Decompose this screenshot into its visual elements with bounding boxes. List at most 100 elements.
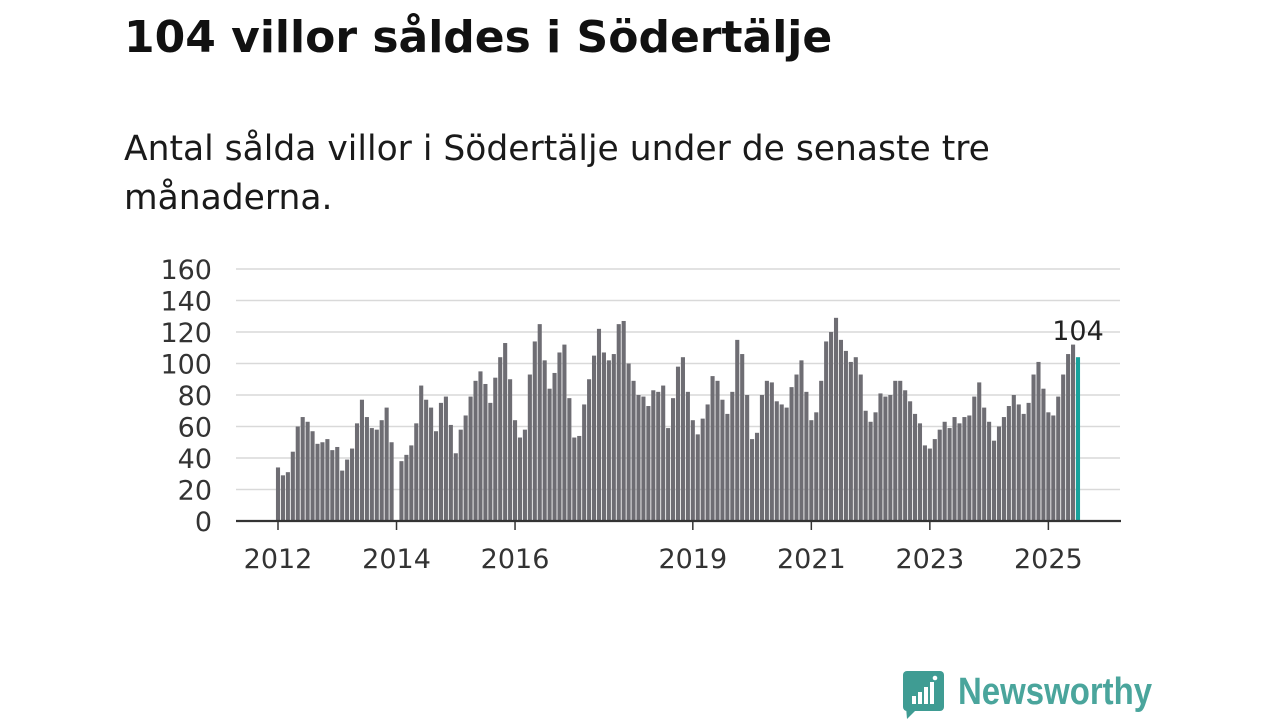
bar-2023-04: [942, 421, 947, 521]
bar-2016-08: [547, 388, 552, 521]
bar-2014-04: [409, 445, 414, 521]
bar-2013-02: [340, 470, 345, 521]
bar-2014-11: [443, 396, 448, 521]
bar-2025-02: [1051, 415, 1056, 521]
bar-2022-05: [888, 395, 893, 521]
bar-2016-06: [537, 324, 542, 521]
bar-2012-04: [290, 451, 295, 521]
bar-2024-10: [1031, 374, 1036, 521]
bar-2016-04: [527, 374, 532, 521]
bar-2020-05: [769, 382, 774, 521]
bar-2012-11: [325, 439, 330, 521]
bar-2022-01: [868, 421, 873, 521]
bar-2023-09: [967, 415, 972, 521]
bar-2021-06: [833, 317, 839, 521]
y-tick-label: 140: [160, 286, 212, 317]
bar-2013-05: [354, 423, 360, 521]
bar-2020-09: [789, 387, 794, 521]
bar-2018-08: [666, 428, 671, 521]
bar-2024-12: [1041, 388, 1046, 521]
bar-2022-08: [903, 390, 908, 521]
bar-2020-08: [784, 407, 789, 521]
bar-2019-04: [705, 404, 710, 521]
bar-2023-11: [977, 382, 982, 521]
bar-2023-07: [957, 423, 962, 521]
bar-2024-06: [1011, 395, 1016, 521]
bar-2021-01: [809, 420, 814, 521]
bar-2017-11: [621, 320, 626, 521]
bar-2019-07: [720, 399, 725, 521]
bar-2018-02: [636, 395, 641, 521]
bar-2020-11: [799, 360, 804, 521]
y-tick-label: 160: [160, 255, 212, 286]
newsworthy-logo: Newsworthy: [903, 671, 1163, 719]
bar-2024-03: [996, 426, 1002, 521]
bar-2023-03: [937, 429, 942, 521]
bar-2023-10: [972, 396, 977, 521]
bar-2024-02: [992, 440, 997, 521]
bar-2015-01: [453, 453, 458, 521]
bar-2013-04: [350, 448, 355, 521]
bar-2018-10: [675, 366, 681, 521]
x-axis-labels: 2012 2014 2016 2019 2021 2023 2025: [244, 521, 1083, 575]
bar-2024-05: [1006, 406, 1011, 521]
bar-2020-06: [774, 401, 779, 521]
bar-2025-03: [1056, 396, 1061, 521]
y-tick-label: 20: [178, 475, 212, 506]
bar-2020-03: [759, 395, 764, 521]
bar-2019-11: [740, 354, 745, 521]
bar-2025-04: [1061, 374, 1066, 521]
bar-2017-08: [606, 360, 611, 521]
bar-2015-05: [473, 380, 478, 521]
y-tick-label: 120: [160, 318, 212, 349]
bar-2024-09: [1026, 402, 1031, 521]
bar-2015-04: [468, 396, 473, 521]
bar-2012-07: [305, 421, 310, 521]
bar-2021-11: [858, 374, 863, 521]
bar-2014-09: [433, 431, 439, 521]
bar-2022-12: [922, 445, 927, 521]
bar-2016-03: [522, 429, 527, 521]
bar-2014-03: [404, 454, 409, 521]
bar-2012-03: [285, 472, 290, 521]
bar-2014-10: [438, 402, 444, 521]
bar-2015-07: [483, 383, 488, 521]
bar-2016-12: [567, 398, 572, 521]
bar-2012-01: [275, 467, 281, 521]
bar-2016-05: [532, 341, 537, 521]
bar-2020-04: [764, 380, 769, 521]
bar-2019-06: [715, 380, 720, 521]
bar-2021-08: [843, 350, 848, 521]
bar-2022-04: [883, 396, 888, 521]
bar-2019-03: [700, 418, 705, 521]
bar-2018-07: [661, 385, 666, 521]
bar-2023-01: [927, 448, 932, 521]
bar-2015-02: [458, 429, 463, 521]
newsworthy-logo-text: Newsworthy: [958, 671, 1153, 713]
bar-2014-12: [448, 424, 453, 521]
bar-2022-09: [908, 401, 913, 521]
bar-2018-04: [646, 406, 651, 521]
bar-2018-09: [671, 398, 676, 521]
bar-2015-03: [463, 415, 468, 521]
bar-2012-10: [320, 442, 325, 521]
bar-2019-05: [710, 376, 715, 521]
bar-2021-02: [814, 412, 819, 521]
bar-2024-08: [1021, 413, 1026, 521]
bar-2021-10: [853, 357, 858, 521]
bar-2016-09: [552, 372, 557, 521]
bar-2017-04: [587, 379, 592, 521]
bar-2019-08: [725, 413, 730, 521]
bar-2013-12: [389, 442, 394, 521]
bar-2022-10: [912, 413, 918, 521]
chart-title: 104 villor såldes i Södertälje: [124, 12, 833, 63]
bar-2012-09: [315, 443, 320, 521]
bar-2012-12: [330, 450, 335, 521]
bar-2018-06: [656, 391, 661, 521]
bar-2022-11: [917, 423, 923, 521]
bar-2015-12: [508, 379, 513, 521]
bar-2016-11: [562, 344, 567, 521]
bar-2023-08: [962, 417, 967, 521]
bar-2020-01: [750, 439, 755, 521]
